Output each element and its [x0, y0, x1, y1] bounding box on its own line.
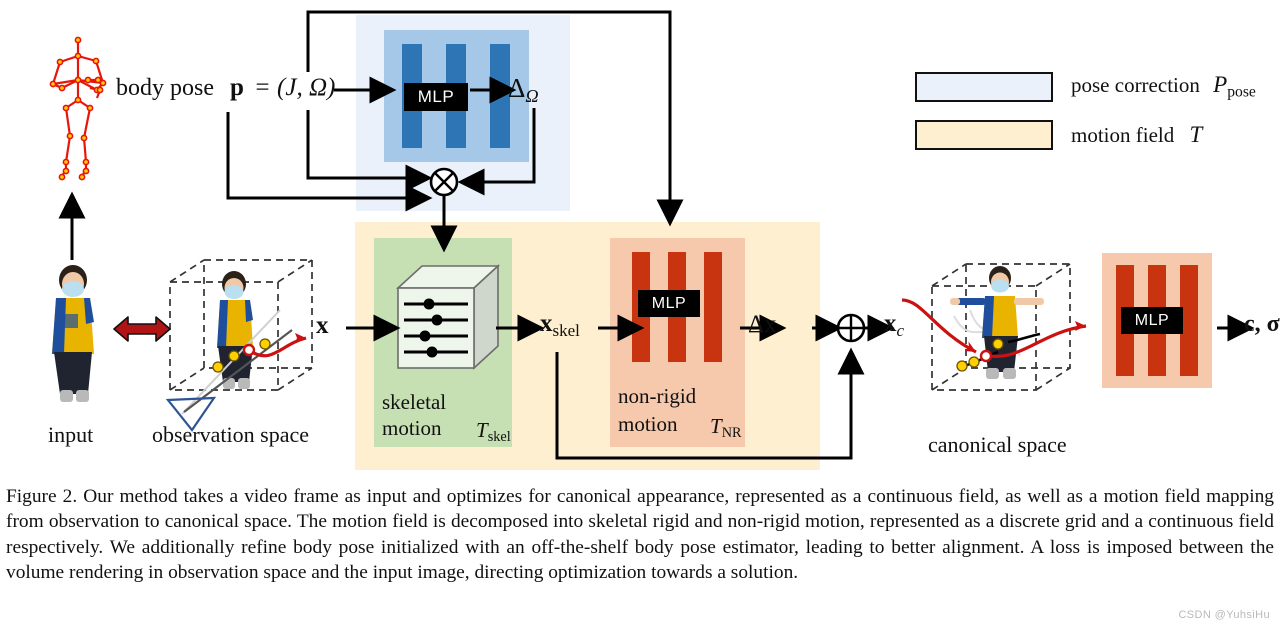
legend-item-motion-field: motion field T	[915, 118, 1256, 152]
delta-omega-sub: Ω	[525, 86, 539, 107]
canon-mlp-layer-bar-3	[1180, 265, 1198, 376]
t-nr-base: T	[710, 414, 722, 438]
figure-caption: Figure 2. Our method takes a video frame…	[6, 486, 1274, 584]
skeletal-motion-title-line2: motion	[382, 416, 442, 440]
voxel-grid-cube-icon	[395, 264, 501, 370]
red-skeleton-icon	[49, 36, 107, 181]
body-pose-p-symbol: p	[230, 74, 244, 101]
body-pose-equation: = (J, Ω)	[253, 74, 336, 101]
canonical-mlp-chip: MLP	[1121, 307, 1183, 334]
non-rigid-symbol: TNR	[710, 414, 742, 442]
legend-swatch-pose-correction	[915, 72, 1053, 102]
figure-diagram: MLP	[48, 10, 1280, 470]
watermark: CSDN @YuhsiHu	[1178, 609, 1270, 621]
non-rigid-mlp-chip: MLP	[638, 290, 700, 317]
legend-text-motion-field: motion field	[1071, 123, 1175, 147]
skeletal-motion-title-line1: skeletal	[382, 390, 447, 414]
skeletal-motion-symbol: Tskel	[476, 418, 511, 446]
x-skel-sub: skel	[552, 320, 580, 340]
x-skel-label: xskel	[540, 310, 580, 341]
output-label: c, σ	[1244, 311, 1280, 337]
x-c-sub: c	[896, 320, 905, 340]
x-canonical-label: xc	[884, 310, 904, 341]
multiply-operator	[429, 167, 459, 197]
t-skel-sub: skel	[487, 428, 511, 445]
t-nr-sub: NR	[721, 424, 742, 441]
t-skel-base: T	[476, 418, 488, 442]
input-caption-label: input	[48, 422, 94, 447]
person-photo-in-cube-icon	[165, 259, 313, 432]
skeletal-motion-block: skeletal motion Tskel	[374, 238, 512, 447]
nr-mlp-layer-bar-3	[704, 252, 722, 362]
delta-omega-delta: Δ	[508, 73, 526, 103]
x-observation-label: x	[316, 312, 329, 339]
x-skel-base: x	[540, 310, 553, 337]
canonical-appearance-mlp-block: MLP	[1102, 253, 1212, 388]
add-operator	[836, 313, 866, 343]
legend-label-pose-correction: pose correction Ppose	[1071, 72, 1256, 101]
non-rigid-motion-block: MLP non-rigid motion TNR	[610, 238, 745, 447]
body-pose-text: body pose	[116, 75, 214, 101]
legend-swatch-motion-field	[915, 120, 1053, 150]
non-rigid-title-line1: non-rigid	[618, 384, 697, 408]
body-pose-label: body pose p = (J, Ω)	[116, 74, 335, 102]
person-photo-input-icon	[52, 265, 94, 402]
double-headed-arrow-icon	[113, 316, 171, 342]
legend-sym-p: P	[1213, 72, 1228, 98]
legend-sym-p-sub: pose	[1227, 83, 1256, 101]
connector-wires	[58, 10, 1255, 460]
motion-field-region: skeletal motion Tskel MLP non-rigid moti…	[355, 222, 820, 470]
observation-space-label: observation space	[152, 422, 309, 447]
legend: pose correction Ppose motion field T	[915, 70, 1256, 166]
delta-omega-label: ΔΩ	[508, 73, 539, 107]
delta-x-label: Δx	[748, 311, 777, 339]
canonical-space-label: canonical space	[928, 432, 1067, 457]
legend-label-motion-field: motion field T	[1071, 122, 1202, 148]
legend-item-pose-correction: pose correction Ppose	[915, 70, 1256, 104]
delta-x-text: Δx	[748, 311, 777, 338]
person-tpose-in-cube-icon	[901, 263, 1087, 391]
x-c-base: x	[884, 310, 897, 337]
legend-text-pose-correction: pose correction	[1071, 73, 1200, 98]
non-rigid-title-line2: motion	[618, 412, 678, 436]
legend-sym-t: T	[1189, 122, 1203, 147]
pose-correction-mlp-chip: MLP	[404, 83, 468, 111]
